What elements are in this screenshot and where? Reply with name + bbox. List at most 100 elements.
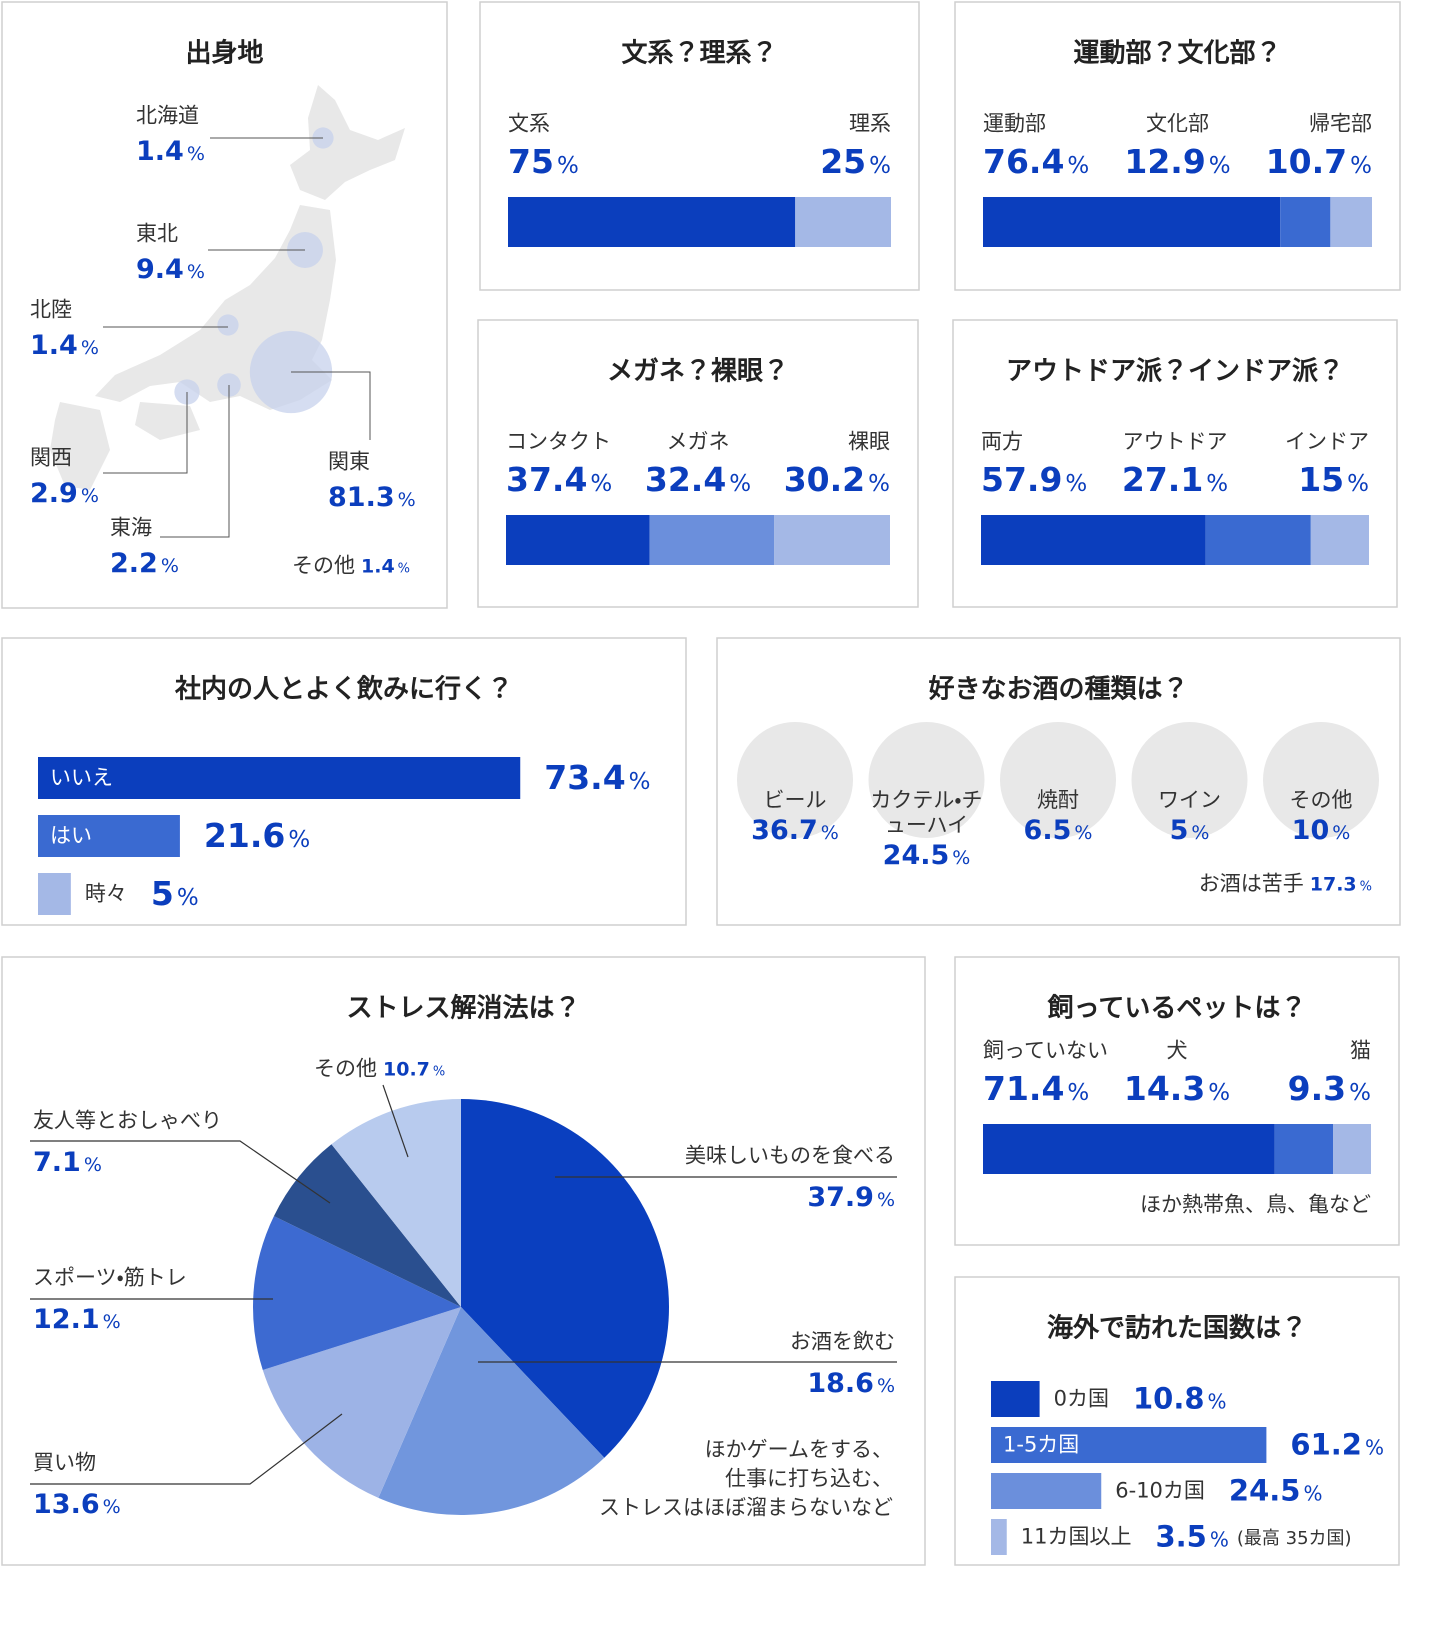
- unit: %: [1206, 471, 1229, 498]
- icon-circle: [737, 722, 853, 838]
- pie-slice: [262, 1307, 461, 1498]
- value: 75: [508, 142, 554, 182]
- category-label: 飼っていない: [983, 1038, 1108, 1063]
- value-label: 76.4%: [983, 142, 1089, 182]
- category-label: はい: [50, 823, 92, 848]
- value-label: 57.9%: [981, 460, 1087, 500]
- category-label: ワイン: [1158, 788, 1221, 812]
- unit: %: [1067, 1080, 1090, 1107]
- pie-slice: [273, 1144, 461, 1307]
- unit: %: [1350, 153, 1372, 180]
- bar: [991, 1427, 1267, 1463]
- other-label: その他: [292, 553, 355, 578]
- category-label: 両方: [981, 429, 1023, 454]
- region-label: 北陸: [30, 297, 72, 322]
- bar-segment: [508, 197, 796, 247]
- panel-title: 出身地: [185, 38, 264, 69]
- panel-title: 好きなお酒の種類は？: [928, 674, 1189, 705]
- value-label: 10.7%: [1266, 142, 1372, 182]
- value: 1.4: [30, 329, 78, 361]
- bar: [991, 1473, 1102, 1509]
- value: 17.3: [1309, 873, 1357, 896]
- value: 10: [1291, 815, 1330, 847]
- pie-slice: [378, 1307, 605, 1515]
- unit: %: [869, 153, 891, 180]
- value-label: 5%: [151, 874, 199, 914]
- category-label: 文化部: [1146, 111, 1209, 136]
- value: 1.4: [136, 135, 184, 167]
- unit: %: [397, 488, 416, 511]
- unit: %: [820, 822, 839, 845]
- icon-circle: [1000, 722, 1116, 838]
- value-label: 37.4%: [506, 460, 612, 500]
- value: 76.4: [983, 142, 1065, 182]
- bar: [38, 757, 521, 799]
- value-label: 71.4%: [983, 1069, 1089, 1109]
- category-label: お酒を飲む: [790, 1329, 895, 1354]
- bar-segment: [1205, 515, 1311, 565]
- value-label: 17.3%: [1310, 871, 1372, 896]
- category-label: 1-5カ国: [1003, 1432, 1080, 1457]
- value-label: 1.4%: [136, 136, 205, 168]
- value: 10.7: [383, 1058, 430, 1081]
- pie-slice: [253, 1216, 461, 1371]
- unit: %: [1209, 1527, 1229, 1552]
- value: 10.8: [1132, 1381, 1205, 1416]
- category-label: 11カ国以上: [1020, 1524, 1132, 1549]
- leader-line: [30, 1140, 331, 1204]
- bar-segment: [1330, 197, 1372, 247]
- leader-line: [160, 385, 230, 538]
- value: 3.5: [1155, 1519, 1207, 1554]
- unit: %: [186, 260, 205, 283]
- unit: %: [1364, 1435, 1384, 1460]
- leader-line: [291, 371, 371, 440]
- leader-line: [103, 392, 188, 474]
- bar-segment: [983, 197, 1281, 247]
- pie-slice: [461, 1099, 670, 1458]
- panel-title: 社内の人とよく飲みに行く？: [174, 674, 514, 705]
- bar-segment: [1310, 515, 1369, 565]
- value: 9.3: [1287, 1069, 1347, 1109]
- value-label: 6.5%: [1024, 815, 1093, 847]
- value: 1.4: [361, 555, 395, 578]
- bar-segment: [795, 197, 891, 247]
- value-label: 61.2%: [1290, 1428, 1384, 1463]
- category-label: 犬: [1166, 1038, 1188, 1063]
- icon-circle: [1131, 722, 1248, 838]
- category-label: 文系: [508, 111, 550, 136]
- note: ストレスはほぼ溜まらないなど: [599, 1495, 893, 1520]
- value-label: 10.7%: [383, 1056, 445, 1081]
- value-label: 36.7%: [751, 815, 839, 847]
- unit: %: [1347, 471, 1369, 498]
- value-label: 21.6%: [204, 816, 310, 856]
- region-label: 関東: [328, 449, 370, 474]
- unit: %: [288, 827, 311, 854]
- value: 57.9: [981, 460, 1063, 500]
- bar-segment: [983, 1124, 1275, 1174]
- bar: [38, 873, 71, 915]
- value: 5: [150, 874, 174, 914]
- value-label: 30.2%: [784, 460, 890, 500]
- note: 仕事に打ち込む、: [725, 1466, 893, 1491]
- unit: %: [876, 1374, 895, 1397]
- value: 2.2: [110, 547, 158, 579]
- value-label: 10%: [1292, 815, 1351, 847]
- unit: %: [1065, 471, 1088, 498]
- bar-segment: [774, 515, 890, 565]
- category-label: いいえ: [50, 765, 113, 790]
- bar-segment: [506, 515, 650, 565]
- category-label: 6-10カ国: [1115, 1478, 1205, 1503]
- panel-title: アウトドア派？インドア派？: [1005, 356, 1345, 387]
- unit: %: [397, 561, 411, 577]
- leader-line: [30, 1413, 343, 1485]
- unit: %: [160, 554, 179, 577]
- value-label: 7.1%: [33, 1147, 102, 1179]
- category-label: 美味しいものを食べる: [685, 1143, 895, 1168]
- value: 37.4: [506, 460, 588, 500]
- map-land: [50, 402, 110, 490]
- category-label: カクテル・チューハイ: [870, 788, 983, 838]
- note: ほかゲームをする、: [704, 1437, 893, 1462]
- value: 6.5: [1023, 815, 1072, 847]
- unit: %: [556, 153, 579, 180]
- unit: %: [1208, 153, 1231, 180]
